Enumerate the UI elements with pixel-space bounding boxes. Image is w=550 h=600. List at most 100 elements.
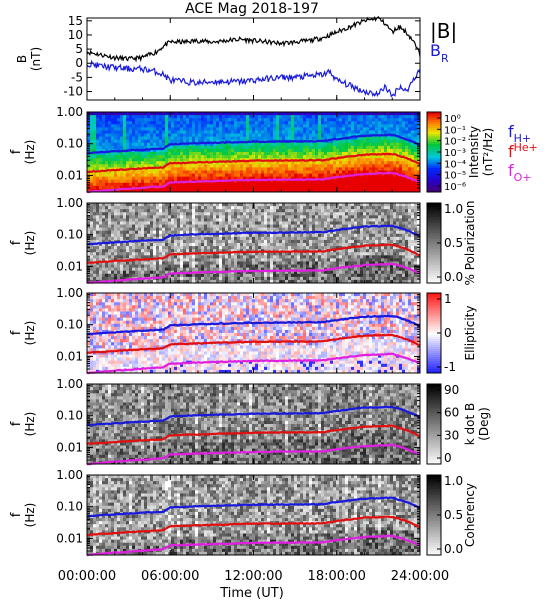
heatmap-cell <box>312 176 316 181</box>
heatmap-cell <box>240 164 244 168</box>
heatmap-cell <box>153 279 157 284</box>
heatmap-cell <box>93 249 97 253</box>
heatmap-cell <box>186 188 190 193</box>
heatmap-cell <box>153 136 157 141</box>
heatmap-cell <box>360 170 364 174</box>
heatmap-cell <box>171 167 175 171</box>
colorbar-swatch <box>427 184 441 187</box>
heatmap-cell <box>180 258 184 262</box>
heatmap-cell <box>168 121 172 125</box>
heatmap-cell <box>198 255 202 259</box>
heatmap-cell <box>183 264 187 269</box>
heatmap-cell <box>390 161 394 165</box>
heatmap-cell <box>207 224 211 229</box>
heatmap-cell <box>288 185 292 190</box>
heatmap-cell <box>111 215 115 219</box>
heatmap-cell <box>300 252 304 256</box>
heatmap-cell <box>183 185 187 190</box>
heatmap-cell <box>300 118 304 122</box>
heatmap-cell <box>204 209 208 213</box>
heatmap-cell <box>147 121 151 125</box>
heatmap-cell <box>90 121 94 125</box>
heatmap-cell <box>159 170 163 174</box>
heatmap-cell <box>378 148 382 153</box>
heatmap-cell <box>144 261 148 265</box>
heatmap-cell <box>156 230 160 235</box>
heatmap-cell <box>240 209 244 213</box>
heatmap-cell <box>141 170 145 174</box>
heatmap-cell <box>132 155 136 159</box>
heatmap-cell <box>147 212 151 216</box>
heatmap-cell <box>279 212 283 216</box>
heatmap-cell <box>360 115 364 119</box>
heatmap-cell <box>285 279 289 284</box>
heatmap-cell <box>261 273 265 278</box>
heatmap-cell <box>390 155 394 159</box>
heatmap-cell <box>309 133 313 138</box>
heatmap-cell <box>147 127 151 131</box>
heatmap-cell <box>336 121 340 125</box>
heatmap-cell <box>411 179 415 184</box>
heatmap-cell <box>291 276 295 281</box>
heatmap-cell <box>363 152 367 156</box>
heatmap-cell <box>183 118 187 122</box>
heatmap-cell <box>129 264 133 269</box>
heatmap-cell <box>93 148 97 153</box>
heatmap-cell <box>213 239 217 244</box>
heatmap-cell <box>174 227 178 232</box>
heatmap-cell <box>186 115 190 119</box>
colorbar-swatch <box>427 144 441 147</box>
heatmap-cell <box>408 136 412 141</box>
heatmap-cell <box>144 124 148 128</box>
heatmap-cell <box>96 230 100 235</box>
heatmap-cell <box>294 148 298 153</box>
heatmap-cell <box>267 276 271 281</box>
heatmap-cell <box>273 261 277 265</box>
heatmap-cell <box>282 243 286 247</box>
heatmap-cell <box>225 167 229 171</box>
heatmap-cell <box>105 176 109 181</box>
heatmap-cell <box>153 209 157 213</box>
heatmap-cell <box>237 121 241 125</box>
heatmap-cell <box>243 148 247 153</box>
heatmap-cell <box>129 252 133 256</box>
heatmap-cell <box>375 115 379 119</box>
heatmap-cell <box>303 124 307 128</box>
heatmap-cell <box>126 215 130 219</box>
heatmap-cell <box>207 276 211 281</box>
heatmap-cell <box>225 118 229 122</box>
heatmap-cell <box>123 224 127 229</box>
heatmap-cell <box>102 270 106 275</box>
heatmap-cell <box>225 152 229 156</box>
heatmap-cell <box>285 167 289 171</box>
heatmap-cell <box>294 246 298 250</box>
heatmap-cell <box>402 112 406 116</box>
heatmap-cell <box>165 243 169 247</box>
heatmap-cell <box>369 121 373 125</box>
heatmap-cell <box>189 115 193 119</box>
heatmap-cell <box>381 167 385 171</box>
heatmap-cell <box>216 173 220 178</box>
heatmap-cell <box>297 176 301 181</box>
heatmap-cell <box>261 206 265 210</box>
heatmap-cell <box>291 142 295 147</box>
heatmap-cell <box>291 273 295 278</box>
heatmap-cell <box>303 182 307 187</box>
heatmap-cell <box>207 239 211 244</box>
heatmap-cell <box>417 133 421 138</box>
heatmap-cell <box>228 182 232 187</box>
heatmap-cell <box>351 188 355 193</box>
heatmap-cell <box>204 246 208 250</box>
heatmap-cell <box>333 173 337 178</box>
heatmap-cell <box>225 170 229 174</box>
heatmap-cell <box>189 218 193 222</box>
heatmap-cell <box>210 182 214 187</box>
heatmap-cell <box>114 206 118 210</box>
heatmap-cell <box>198 239 202 244</box>
heatmap-cell <box>261 115 265 119</box>
heatmap-cell <box>180 236 184 241</box>
heatmap-cell <box>117 215 121 219</box>
heatmap-cell <box>225 236 229 241</box>
heatmap-cell <box>411 185 415 190</box>
heatmap-cell <box>114 267 118 272</box>
